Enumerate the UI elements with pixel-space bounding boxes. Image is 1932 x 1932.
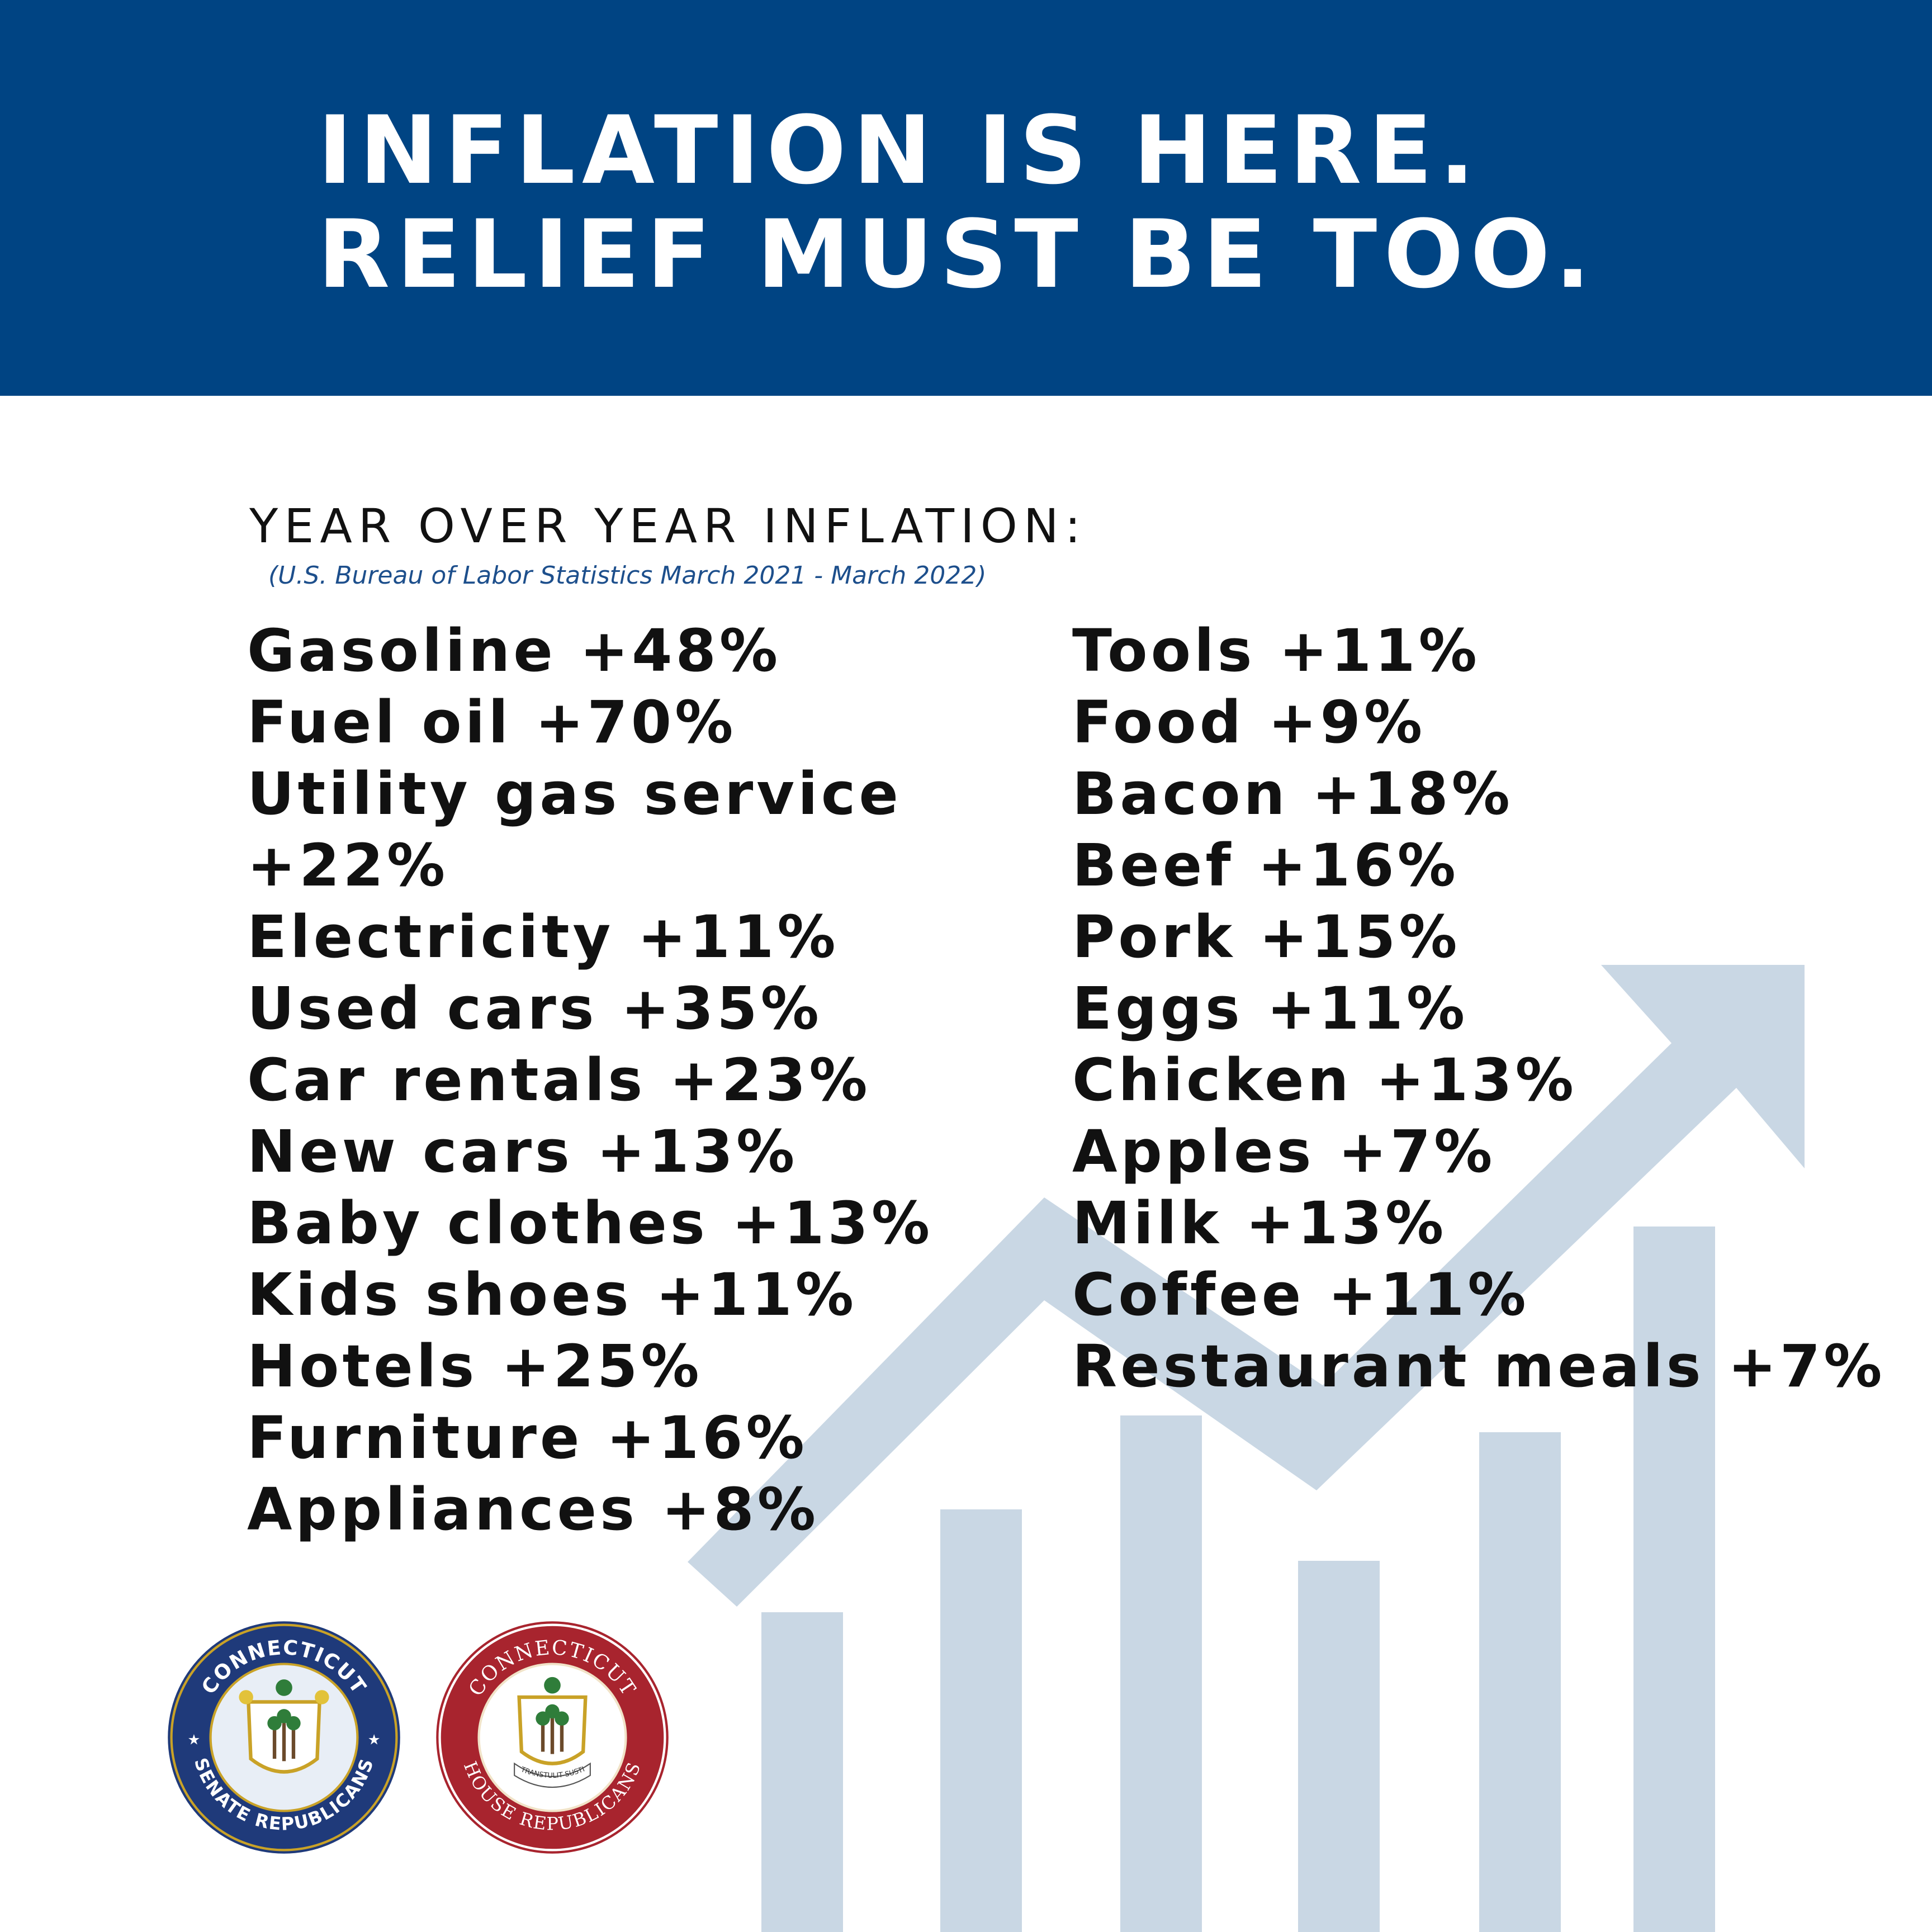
list-item: Furniture +16%	[247, 1404, 808, 1472]
list-item: Kids shoes +11%	[247, 1261, 857, 1329]
list-item: Utility gas service	[247, 760, 902, 828]
list-item: Beef +16%	[1072, 831, 1459, 899]
list-item: Pork +15%	[1072, 903, 1461, 971]
list-item: Restaurant meals +7%	[1072, 1332, 1886, 1400]
list-item: Hotels +25%	[247, 1332, 703, 1400]
headline-line-1: INFLATION IS HERE.	[318, 96, 1482, 205]
shield-icon	[239, 1679, 329, 1774]
shield-icon	[517, 1677, 588, 1765]
graphic-arrow	[688, 965, 1805, 1607]
graphic-bar-1	[761, 1612, 843, 1932]
list-item: Used cars +35%	[247, 974, 822, 1043]
price-list-right: Tools +11% Food +9% Bacon +18% Beef +16%…	[1072, 615, 1885, 1402]
star-icon: ★	[368, 1731, 381, 1748]
headline: INFLATION IS HERE. RELIEF MUST BE TOO.	[318, 98, 1597, 306]
section-title: YEAR OVER YEAR INFLATION:	[249, 499, 1087, 553]
list-item: +22%	[247, 831, 449, 899]
headline-line-2: RELIEF MUST BE TOO.	[318, 200, 1598, 309]
list-item: Milk +13%	[1072, 1189, 1447, 1257]
list-item: Fuel oil +70%	[247, 688, 737, 756]
graphic-bar-2	[940, 1509, 1022, 1932]
graphic-bar-6	[1633, 1227, 1715, 1932]
star-icon: ★	[187, 1731, 200, 1748]
list-item: Car rentals +23%	[247, 1046, 871, 1114]
list-item: Gasoline +48%	[247, 617, 782, 685]
list-item: Food +9%	[1072, 688, 1426, 756]
list-item: New cars +13%	[247, 1117, 798, 1186]
graphic-bar-3	[1120, 1415, 1202, 1932]
list-item: Coffee +11%	[1072, 1261, 1530, 1329]
list-item: Tools +11%	[1072, 617, 1480, 685]
senate-republicans-logo: CONNECTICUT SENATE REPUBLICANS ★ ★	[168, 1621, 400, 1854]
list-item: Bacon +18%	[1072, 760, 1513, 828]
list-item: Appliances +8%	[247, 1475, 819, 1543]
source-note: (U.S. Bureau of Labor Statistics March 2…	[268, 561, 987, 590]
list-item: Baby clothes +13%	[247, 1189, 934, 1257]
house-republicans-logo: CONNECTICUT HOUSE REPUBLICANS QUI TRANST…	[434, 1619, 669, 1854]
list-item: Chicken +13%	[1072, 1046, 1577, 1114]
list-item: Apples +7%	[1072, 1117, 1496, 1186]
graphic-bar-5	[1479, 1432, 1561, 1932]
list-item: Eggs +11%	[1072, 974, 1469, 1043]
graphic-bar-4	[1298, 1561, 1380, 1932]
price-list-left: Gasoline +48% Fuel oil +70% Utility gas …	[247, 615, 933, 1545]
header-banner: INFLATION IS HERE. RELIEF MUST BE TOO.	[0, 0, 1932, 396]
list-item: Electricity +11%	[247, 903, 839, 971]
